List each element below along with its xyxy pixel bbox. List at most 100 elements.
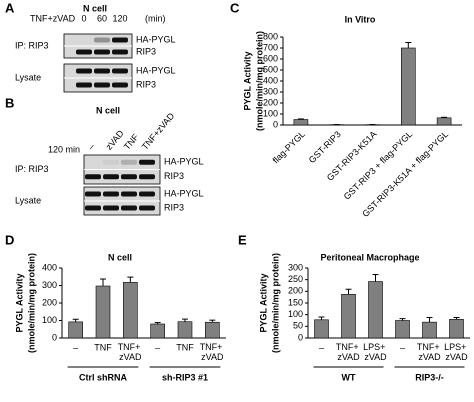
group-label: sh-RIP3 #1 xyxy=(162,372,208,382)
lane-label: 60 xyxy=(97,13,107,23)
x-tick-label: – xyxy=(319,342,324,352)
blot-band xyxy=(76,69,92,74)
section-label: Lysate xyxy=(15,195,41,205)
y-tick-label: 700 xyxy=(263,42,278,52)
panel-letter: D xyxy=(5,232,14,247)
y-axis-units: (nmole/min/mg protein) xyxy=(270,253,280,353)
blot-band xyxy=(85,192,101,197)
panel-letter: C xyxy=(230,0,240,15)
y-tick-label: 800 xyxy=(263,31,278,41)
blot-band xyxy=(103,174,119,179)
chart-title: In Vitro xyxy=(345,14,376,24)
bar xyxy=(69,322,83,338)
x-tick-label: flag-PYGL xyxy=(271,129,307,165)
blot-band xyxy=(94,50,110,55)
group-label: RIP3-/- xyxy=(415,372,444,382)
chart-title: N cell xyxy=(108,252,132,262)
bar xyxy=(450,319,464,338)
y-tick-label: 200 xyxy=(288,286,303,296)
lane-label: 120 xyxy=(112,13,127,23)
y-axis-units: (nmole/min/mg protein) xyxy=(26,253,36,353)
bar xyxy=(369,282,383,338)
y-tick-label: 400 xyxy=(263,75,278,85)
blot-band xyxy=(112,38,128,43)
panel-letter: B xyxy=(5,95,14,110)
panel-letter: E xyxy=(238,232,247,247)
y-tick-label: 0 xyxy=(298,332,303,342)
blot-band xyxy=(85,206,101,211)
y-tick-label: 150 xyxy=(288,297,303,307)
blot-band xyxy=(85,174,101,179)
row-label: HA-PYGL xyxy=(136,65,176,75)
y-tick-label: 100 xyxy=(42,315,57,325)
x-tick-label: GST-RIP3 xyxy=(307,129,343,165)
treatment-label: TNF+zVAD xyxy=(30,13,76,23)
section-label: IP: RIP3 xyxy=(15,164,49,174)
section-label: IP: RIP3 xyxy=(15,40,49,50)
y-axis-label: PYGL Activity xyxy=(242,51,252,110)
blot-band xyxy=(139,160,155,165)
y-tick-label: 300 xyxy=(42,280,57,290)
x-tick-label: GST-RIP3 + flag-PYGL xyxy=(342,129,415,202)
y-tick-label: 200 xyxy=(263,97,278,107)
y-tick-label: 400 xyxy=(42,262,57,272)
y-tick-label: 500 xyxy=(263,64,278,74)
bar xyxy=(123,282,137,338)
lane-unit: (min) xyxy=(145,13,166,23)
x-tick-label: TNF+ zVAD xyxy=(336,342,361,362)
row-label: RIP3 xyxy=(164,202,184,212)
bar xyxy=(401,48,415,125)
bar xyxy=(178,322,192,338)
blot-band xyxy=(103,160,119,165)
blot-band xyxy=(94,38,110,43)
cell-title: N cell xyxy=(96,105,120,115)
group-label: WT xyxy=(342,372,356,382)
blot-band xyxy=(121,160,137,165)
bar xyxy=(96,286,110,338)
row-label: RIP3 xyxy=(164,171,184,181)
panel-letter: A xyxy=(5,0,15,15)
y-axis-label: PYGL Activity xyxy=(14,273,24,332)
blot-band xyxy=(94,83,110,88)
blot-band xyxy=(139,192,155,197)
y-tick-label: 50 xyxy=(293,321,303,331)
row-label: RIP3 xyxy=(136,46,156,56)
section-label: Lysate xyxy=(15,72,41,82)
bar xyxy=(294,120,308,126)
lane-label: – xyxy=(86,142,97,152)
x-tick-label: TNF+ zVAD xyxy=(118,342,143,362)
blot-band xyxy=(121,206,137,211)
lane-label: TNF+zVAD xyxy=(140,110,177,151)
row-label: HA-PYGL xyxy=(164,188,204,198)
y-tick-label: 200 xyxy=(42,297,57,307)
blot-band xyxy=(76,50,92,55)
y-tick-label: 300 xyxy=(288,262,303,272)
row-label: HA-PYGL xyxy=(164,157,204,167)
x-tick-label: TNF+ zVAD xyxy=(200,342,225,362)
bar xyxy=(423,322,437,338)
chart-title: Peritoneal Macrophage xyxy=(320,252,419,262)
bar xyxy=(315,320,329,338)
x-tick-label: LPS+ zVAD xyxy=(363,342,388,362)
x-tick-label: – xyxy=(400,342,405,352)
blot-band xyxy=(76,83,92,88)
y-tick-label: 0 xyxy=(273,119,278,129)
y-tick-label: 100 xyxy=(263,108,278,118)
y-tick-label: 100 xyxy=(288,309,303,319)
blot-band xyxy=(94,69,110,74)
blot-band xyxy=(112,83,128,88)
x-tick-label: – xyxy=(73,342,78,352)
bar xyxy=(437,118,451,125)
lane-label: 0 xyxy=(81,13,86,23)
treatment-label: 120 min xyxy=(48,144,80,154)
blot-band xyxy=(112,50,128,55)
x-tick-label: TNF xyxy=(176,342,194,352)
y-axis-label: PYGL Activity xyxy=(258,273,268,332)
lane-label: zVAD xyxy=(104,128,126,152)
blot-band xyxy=(139,206,155,211)
blot-band xyxy=(121,192,137,197)
x-tick-label: LPS+ zVAD xyxy=(444,342,469,362)
bar xyxy=(342,294,356,338)
x-tick-label: – xyxy=(155,342,160,352)
blot-band xyxy=(103,206,119,211)
